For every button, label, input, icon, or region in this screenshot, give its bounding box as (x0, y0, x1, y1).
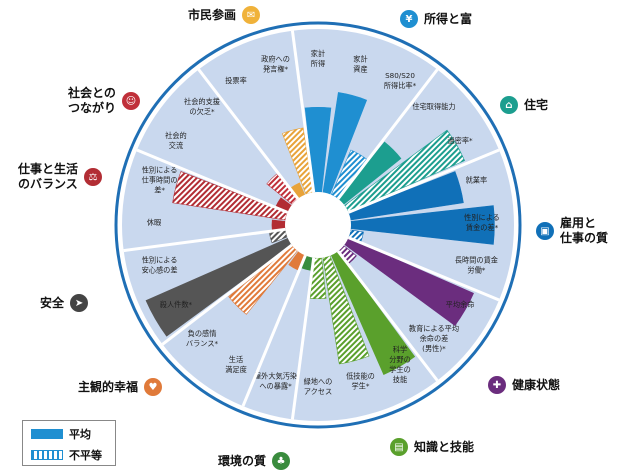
domain-worklife-label: 仕事と生活 のバランス (18, 162, 79, 191)
scale-icon: ⚖ (84, 168, 103, 186)
sector-label-0: 家計所得 (311, 49, 325, 68)
sector-label-14: 生活満足度 (225, 355, 247, 374)
domain-separator-2 (347, 148, 500, 214)
domain-worklife: 仕事と生活 のバランス ⚖ (18, 162, 103, 192)
domain-separator-0 (290, 30, 316, 193)
domain-social-label: 社会との つながり (68, 86, 117, 115)
outer-ring (114, 21, 522, 429)
sector-label-7: 長時間の賃金労働* (455, 255, 498, 274)
domain-education-label: 知識と技能 (414, 439, 475, 454)
heart-icon: ♥ (144, 378, 163, 396)
sector-label-19: 性別による仕事時間の差* (142, 166, 178, 195)
sector-label-10: 科学分野の学生の技能 (389, 345, 411, 384)
runner-icon: ➤ (70, 294, 89, 312)
sector-label-15: 負の感情バランス* (186, 329, 219, 348)
domain-income-label: 所得と富 (424, 11, 473, 26)
legend-inequality-label: 不平等 (69, 449, 102, 462)
domain-jobs-label: 雇用と 仕事の質 (560, 216, 609, 245)
legend-inequality: 不平等 (31, 447, 115, 463)
sector-label-2: S80/S20 所得比率* (384, 71, 417, 90)
sector-label-5: 就業率 (466, 176, 488, 185)
sector-label-17: 性別による安心感の差 (142, 255, 178, 274)
domain-subjective: 主観的幸福 ♥ (78, 378, 163, 396)
sector-label-23: 政府への発言権* (261, 55, 290, 74)
book-icon: ▤ (390, 438, 408, 456)
sector-label-22: 投票率 (225, 76, 247, 85)
sector-label-13: 屋外大気汚染への暴露* (254, 371, 297, 390)
sector-label-21: 社会的支援の欠乏* (184, 97, 220, 116)
domain-housing: ⌂ 住宅 (500, 96, 548, 114)
domain-income: ¥ 所得と富 (400, 10, 472, 28)
legend-inequality-swatch (31, 450, 63, 460)
domain-safety-label: 安全 (40, 295, 65, 310)
domain-separator-1 (336, 68, 439, 200)
sector-label-4: 過密率* (447, 136, 473, 145)
sector-label-3: 住宅取得能力 (412, 102, 455, 111)
legend-average: 平均 (31, 426, 115, 442)
health-cross-icon: ✚ (488, 376, 506, 394)
domain-jobs: ▣ 雇用と 仕事の質 (536, 216, 608, 246)
wheel-center (285, 192, 351, 258)
domain-separator-5 (290, 257, 316, 420)
domain-subjective-label: 主観的幸福 (78, 379, 139, 394)
domain-civic: 市民参画 ✉ (188, 6, 261, 24)
domain-education: ▤ 知識と技能 (390, 438, 474, 456)
domain-separator-8 (123, 227, 286, 253)
domain-health: ✚ 健康状態 (488, 376, 560, 394)
sector-label-6: 性別による賃金の差* (464, 213, 500, 232)
domain-civic-label: 市民参画 (188, 7, 237, 22)
domain-safety: 安全 ➤ (40, 294, 89, 312)
domain-separator-6 (241, 254, 307, 407)
domain-separator-7 (161, 243, 293, 346)
sector-label-18: 休暇 (147, 218, 161, 227)
chart-legend: 平均 不平等 (22, 420, 116, 466)
sector-label-11: 低技能の学生* (346, 371, 375, 390)
domain-separator-4 (336, 250, 439, 382)
income-icon: ¥ (400, 10, 418, 28)
legend-average-swatch (31, 429, 63, 439)
briefcase-icon: ▣ (536, 222, 554, 240)
sector-label-1: 家計資産 (353, 55, 367, 74)
domain-separator-3 (347, 236, 500, 302)
domain-environment: 環境の質 ♣ (218, 452, 291, 470)
civic-icon: ✉ (242, 6, 261, 24)
domain-separator-9 (136, 148, 289, 214)
sector-label-8: 平均余命 (446, 300, 475, 309)
domain-separator-10 (197, 68, 300, 200)
sector-label-20: 社会的交流 (165, 131, 187, 150)
sector-label-16: 殺人件数* (160, 300, 193, 309)
tree-icon: ♣ (272, 452, 291, 470)
domain-health-label: 健康状態 (512, 377, 561, 392)
sector-label-12: 緑地へのアクセス (304, 377, 333, 396)
people-icon: ☺ (122, 92, 141, 110)
domain-social: 社会との つながり ☺ (68, 86, 141, 116)
sector-label-9: 教育による平均余命の差(男性)* (409, 324, 459, 353)
domain-environment-label: 環境の質 (218, 453, 267, 468)
domain-housing-label: 住宅 (524, 97, 549, 112)
legend-average-label: 平均 (69, 428, 91, 441)
house-icon: ⌂ (500, 96, 518, 114)
